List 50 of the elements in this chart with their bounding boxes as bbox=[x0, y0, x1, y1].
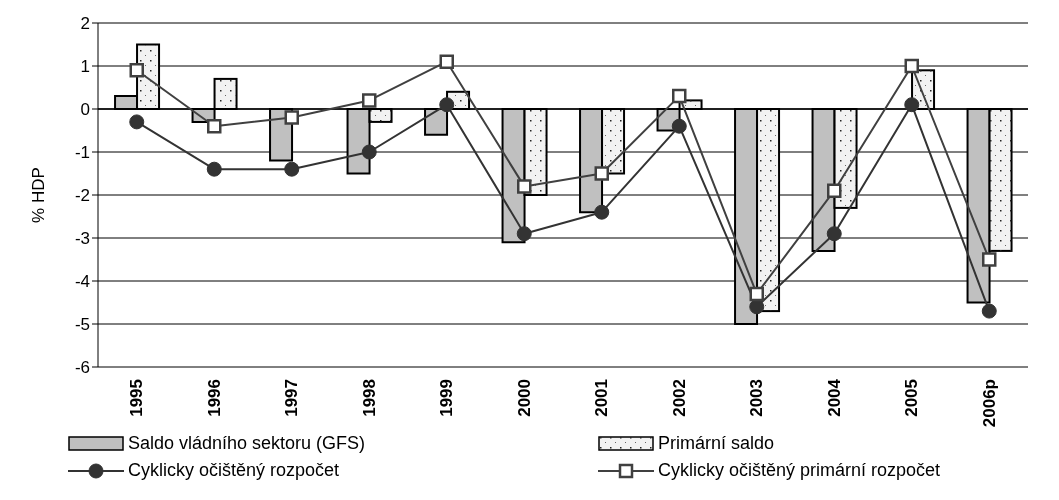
x-tick-label: 2006p bbox=[979, 379, 999, 428]
x-tick-label: 2002 bbox=[669, 379, 689, 417]
point bbox=[517, 179, 532, 194]
point bbox=[594, 166, 609, 181]
point bbox=[129, 114, 145, 130]
x-tick-label: 1997 bbox=[282, 379, 302, 417]
x-tick-label: 1998 bbox=[359, 379, 379, 417]
x-tick-label: 2001 bbox=[592, 379, 612, 417]
legend-label: Cyklicky očištěný primární rozpočet bbox=[658, 460, 941, 481]
x-tick-label: 2000 bbox=[514, 379, 534, 417]
point bbox=[439, 97, 455, 113]
x-tick-label: 2004 bbox=[824, 378, 844, 417]
point bbox=[904, 58, 919, 74]
point bbox=[749, 286, 764, 302]
y-tick-label: -3 bbox=[74, 229, 90, 249]
y-tick-label: -2 bbox=[74, 186, 90, 206]
x-tick-label: 2005 bbox=[902, 379, 922, 417]
y-tick-label: 1 bbox=[80, 57, 90, 77]
point bbox=[362, 93, 377, 108]
point bbox=[361, 144, 377, 160]
point bbox=[439, 54, 454, 69]
point bbox=[516, 226, 532, 242]
point bbox=[672, 88, 687, 104]
y-tick-label: -6 bbox=[74, 358, 90, 378]
point bbox=[671, 118, 687, 134]
point bbox=[207, 118, 222, 134]
point bbox=[826, 226, 842, 242]
y-tick-label: -5 bbox=[74, 315, 90, 335]
point bbox=[904, 97, 920, 113]
point bbox=[827, 183, 842, 198]
y-tick-label: -4 bbox=[74, 272, 90, 292]
y-axis-title: % HDP bbox=[29, 167, 49, 223]
point bbox=[206, 161, 222, 177]
point bbox=[129, 63, 144, 78]
legend-label: Cyklicky očištěný rozpočet bbox=[128, 460, 340, 481]
x-tick-label: 1995 bbox=[127, 379, 147, 417]
point bbox=[284, 161, 300, 177]
point bbox=[982, 252, 997, 267]
point bbox=[284, 110, 299, 125]
x-tick-label: 2003 bbox=[747, 379, 767, 417]
x-tick-label: 1999 bbox=[437, 379, 457, 417]
y-tick-label: -1 bbox=[74, 143, 90, 163]
legend-label: Saldo vládního sektoru (GFS) bbox=[128, 433, 366, 454]
y-tick-label: 2 bbox=[80, 14, 90, 34]
point bbox=[594, 204, 610, 220]
y-tick-label: 0 bbox=[80, 100, 90, 120]
point bbox=[981, 303, 997, 319]
x-tick-label: 1996 bbox=[204, 379, 224, 417]
legend-label: Primární saldo bbox=[658, 433, 775, 454]
point bbox=[749, 299, 765, 315]
